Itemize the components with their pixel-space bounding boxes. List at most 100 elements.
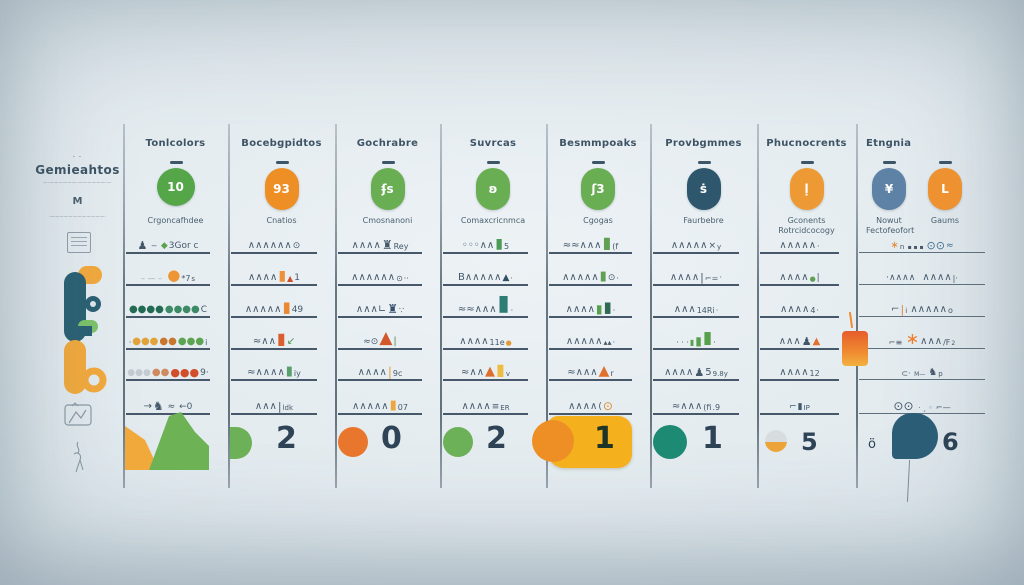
column-header: Phucnocrents <box>766 138 847 149</box>
column-5: Besmmpoaks ʃ3 Cgogas ≈≈∧∧∧ ▮ (f ∧∧∧∧∧ ▮ ⊙ · ∧∧∧∧ ▮ ▮… <box>532 124 650 524</box>
category-icon-glyph: ¥ <box>884 182 894 196</box>
row-mark <box>163 273 166 284</box>
pattern-row: ∧∧∧∧∧∧ ⊙ <box>231 222 317 254</box>
row-mark: s <box>191 275 196 283</box>
pattern-row: ∧∧∧∧∧∧ ⊙ ·· <box>338 254 422 286</box>
pattern-row: ∧∧∧∧ | ⌐= · <box>653 254 739 286</box>
row-mark: ∧∧∧∧∧ <box>352 401 389 412</box>
category-icon: ṡ <box>686 168 721 210</box>
row-mark: ● <box>809 275 816 283</box>
row-mark: ▲ <box>485 364 496 379</box>
row-mark: ●● <box>159 336 177 347</box>
row-mark: 11e <box>489 338 505 347</box>
document-icon <box>66 232 91 253</box>
row-mark: ⊙⊙ <box>926 239 945 252</box>
row-mark: ER <box>500 404 510 412</box>
pattern-row: ∧∧∧∧ ≡ ER <box>443 383 528 415</box>
row-mark: ▮ <box>285 364 293 379</box>
row-mark: · <box>616 274 619 283</box>
pattern-row: ≈∧∧∧ (fi .9 <box>653 383 739 415</box>
column-divider <box>228 124 230 488</box>
pattern-row: ·∧∧∧∧ ∧∧∧∧ |· <box>859 254 985 285</box>
pattern-row: ∧∧∧∧∧ ▮ 49 <box>231 286 317 318</box>
pattern-row: · · · ▮ ▮ ▮ · <box>653 318 739 350</box>
pattern-row: ◦◦◦∧∧ ▮ 5 <box>443 222 528 254</box>
row-mark: · ¸ ◦ <box>918 404 935 412</box>
row-mark: ∧∧∧∟ <box>355 304 387 315</box>
column-subtitle: Nowut Fectofeofort <box>866 216 915 236</box>
intro-kicker: – – <box>72 154 83 160</box>
intro-panel: – – Gemieahtos —·——————·——————·— M ·————… <box>25 150 130 480</box>
column-subtitle: Cgogas <box>583 216 613 225</box>
row-mark: iy <box>293 369 301 378</box>
row-mark: ∧∧∧∧ <box>351 240 381 251</box>
row-mark: ∧∧∧ <box>254 401 277 412</box>
category-icon: ḷ <box>789 168 824 210</box>
row-mark: ∧∧∧∧ <box>568 401 598 412</box>
pattern-row: B∧∧∧∧∧ ▲ · <box>443 254 528 286</box>
row-mark: ●●● <box>127 368 151 378</box>
row-mark: ▮ <box>497 291 510 316</box>
column-header: Bocebgpidtos <box>241 138 322 149</box>
pattern-row: ⌐ | i ∧∧∧∧∧ o <box>859 286 985 317</box>
column-4: Suvrcas ʚ Comaxcricnmca ◦◦◦∧∧ ▮ 5 B∧∧∧∧∧ ▲ · ≈≈∧∧… <box>440 124 546 524</box>
category-icon: ʃ3 <box>581 168 615 210</box>
pattern-row: ⊂· M— ♞ p <box>859 349 985 380</box>
row-mark: ⊙ <box>396 274 403 283</box>
column-subtitle: Cnatios <box>266 216 297 225</box>
row-mark: ≈∧∧ <box>461 367 485 378</box>
column-header: Besmmpoaks <box>559 138 637 149</box>
row-mark: ▲ <box>502 273 510 283</box>
row-mark: ldk <box>282 404 294 412</box>
count-bubble <box>653 425 687 459</box>
pattern-row: ∧∧∧∧∧ × y <box>653 222 739 254</box>
row-mark: ⊂· <box>901 369 914 378</box>
column-bottom: 0 <box>335 412 440 486</box>
column-6: Provbgmmes ṡ Faurbebre ∧∧∧∧∧ × y ∧∧∧∧ | ⌐= · ∧∧∧ 14… <box>650 124 757 524</box>
pattern-row: ≈≈∧∧∧ ▮ (f <box>549 222 632 254</box>
row-mark: · <box>715 306 719 315</box>
row-mark: p <box>938 370 943 378</box>
row-mark: ∧∧∧∧ <box>780 304 810 315</box>
row-mark: ∧∧∧∧∧ <box>670 240 708 251</box>
row-mark: ▮ <box>689 338 695 347</box>
row-mark: ♟ <box>801 335 812 348</box>
row-mark: ●●●● <box>164 304 200 315</box>
row-mark: ←0 <box>179 402 193 412</box>
category-icon: ¥ <box>872 168 906 210</box>
count-bubble <box>443 427 473 457</box>
row-mark: ∧∧∧∧∧∧ <box>247 240 292 251</box>
column-divider <box>856 124 858 488</box>
row-mark: ●●● <box>170 366 200 379</box>
category-icon: L <box>928 168 962 210</box>
column-header: Gochrabre <box>356 138 419 149</box>
pattern-row: ≈∧∧∧ ▲ r <box>549 349 632 381</box>
pattern-row: ∗ n ▪ ▪ ▪ ⊙⊙ ≈ <box>859 222 985 253</box>
pattern-row: ⌐≡ ∗ ∧∧∧/F 2 <box>859 318 985 349</box>
pattern-row: ≈∧∧ ▮ ↙ <box>231 318 317 350</box>
pattern-row: – — – ● *7 s <box>126 254 210 286</box>
row-mark: · <box>128 338 132 347</box>
row-mark: ▮ <box>495 236 503 252</box>
category-icon-glyph: L <box>941 182 949 196</box>
column-divider <box>757 124 759 488</box>
row-mark: ≈∧∧∧∧ <box>247 367 285 378</box>
pattern-row: ∧∧∧∧ ▮ ▮ · <box>549 286 632 318</box>
column-divider <box>546 124 548 488</box>
column-3: Gochrabre ʄs Cmosnanoni ∧∧∧∧ ♜ Rey ∧∧∧∧∧∧ ⊙ ·· ∧∧… <box>335 124 440 524</box>
row-mark: ▲ <box>287 274 294 283</box>
row-mark: ∧∧∧∧ <box>669 272 700 283</box>
count-number: 5 <box>801 428 818 456</box>
stick-sketch <box>906 459 911 503</box>
pattern-row: ∧∧∧∧∧ ▮ 07 <box>338 383 422 415</box>
header-dash <box>487 161 500 164</box>
row-mark: ♟ <box>694 366 705 379</box>
row-mark: /F <box>943 338 951 347</box>
row-mark: ↙ <box>286 336 296 347</box>
column-bottom: 1 <box>532 412 650 486</box>
figure-sketch-icon <box>73 441 84 473</box>
row-mark: ∗ <box>890 240 899 251</box>
pattern-row: ∧∧∧∧∧ ▴▴ · <box>549 318 632 350</box>
row-mark: · <box>612 338 616 347</box>
